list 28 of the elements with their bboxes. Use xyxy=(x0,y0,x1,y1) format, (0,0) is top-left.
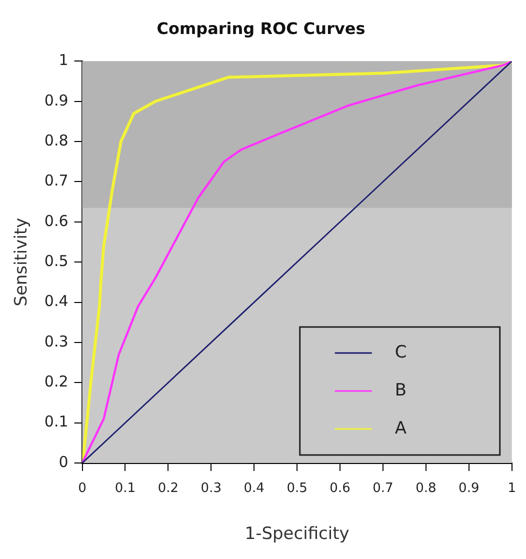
legend-label: C xyxy=(394,342,407,362)
x-tick-label: 0.2 xyxy=(158,481,179,496)
y-tick-label: 0.9 xyxy=(44,91,68,110)
chart-title: Comparing ROC Curves xyxy=(156,18,366,38)
y-tick-label: 0.3 xyxy=(44,332,68,350)
y-tick-label: 0.8 xyxy=(44,131,68,150)
y-tick-label: 0.2 xyxy=(44,372,68,391)
x-tick-label: 0.8 xyxy=(416,481,436,496)
y-tick-label: 1 xyxy=(58,51,68,70)
y-tick-label: 0.5 xyxy=(44,252,68,270)
x-tick-label: 0.6 xyxy=(330,481,350,496)
x-tick-label: 1 xyxy=(508,481,516,496)
y-tick-label: 0 xyxy=(58,452,68,471)
x-axis-title: 1-Specificity xyxy=(244,524,350,544)
y-tick-label: 0.6 xyxy=(44,212,68,230)
x-tick-label: 0.9 xyxy=(458,481,480,496)
x-tick-label: 0.4 xyxy=(244,481,264,496)
legend-label: A xyxy=(394,418,407,438)
x-tick-label: 0.5 xyxy=(286,481,308,496)
x-tick-label: 0.7 xyxy=(372,481,394,496)
x-tick-label: 0 xyxy=(78,481,86,496)
x-tick-label: 0.3 xyxy=(200,481,222,496)
y-tick-label: 0.7 xyxy=(44,172,68,190)
y-tick-label: 0.4 xyxy=(44,292,68,310)
y-tick-label: 0.1 xyxy=(44,412,68,431)
legend-label: B xyxy=(394,380,407,400)
x-tick-label: 0.1 xyxy=(114,481,136,496)
y-axis-title: Sensitivity xyxy=(12,218,32,306)
